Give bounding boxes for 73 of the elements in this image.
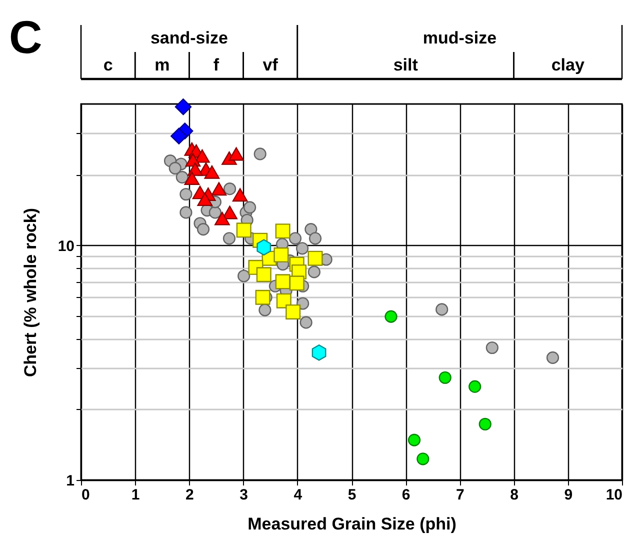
point bbox=[308, 250, 323, 266]
point bbox=[308, 266, 320, 278]
text: clay bbox=[551, 56, 585, 74]
x-tick-label: 5 bbox=[348, 486, 356, 504]
point bbox=[256, 239, 272, 256]
point bbox=[296, 297, 310, 310]
point bbox=[228, 147, 244, 161]
point bbox=[300, 316, 312, 329]
x-tick-label: 6 bbox=[402, 486, 410, 504]
text: sand-size bbox=[150, 28, 228, 48]
point bbox=[232, 188, 248, 202]
y-axis-title: Chert (% whole rock) bbox=[20, 208, 40, 378]
point bbox=[275, 224, 290, 239]
point bbox=[286, 304, 301, 320]
chart-title: C bbox=[9, 11, 42, 63]
point bbox=[243, 201, 256, 214]
point bbox=[168, 162, 182, 175]
x-tick-label: 0 bbox=[82, 486, 90, 504]
point bbox=[275, 274, 290, 290]
point bbox=[194, 149, 210, 163]
point bbox=[312, 344, 326, 361]
point bbox=[478, 418, 492, 430]
point bbox=[254, 148, 266, 160]
point bbox=[180, 188, 192, 201]
text: mud-size bbox=[422, 28, 497, 48]
point bbox=[256, 267, 272, 282]
x-tick-label: 3 bbox=[240, 486, 248, 504]
point bbox=[438, 371, 452, 384]
x-tick-label: 2 bbox=[186, 486, 194, 504]
point bbox=[204, 165, 220, 179]
point bbox=[276, 293, 292, 308]
point bbox=[238, 270, 250, 282]
point bbox=[176, 170, 188, 184]
point bbox=[308, 232, 322, 245]
point bbox=[255, 290, 270, 305]
point bbox=[174, 98, 192, 116]
point bbox=[184, 172, 200, 186]
point bbox=[486, 341, 498, 354]
point bbox=[197, 192, 213, 206]
x-tick-label: 8 bbox=[510, 486, 518, 504]
point bbox=[170, 128, 188, 144]
text: silt bbox=[393, 56, 418, 74]
point bbox=[288, 232, 302, 245]
x-tick-label: 4 bbox=[294, 486, 303, 504]
text: m bbox=[154, 56, 170, 74]
point bbox=[546, 351, 560, 364]
point bbox=[416, 452, 430, 466]
point bbox=[289, 276, 304, 291]
point bbox=[223, 182, 236, 196]
x-tick-label: 1 bbox=[131, 486, 140, 504]
x-tick-label: 10 bbox=[606, 486, 622, 504]
point bbox=[408, 434, 421, 446]
point bbox=[468, 380, 482, 393]
point bbox=[296, 242, 309, 255]
point bbox=[384, 310, 398, 323]
point bbox=[258, 304, 272, 316]
x-axis-title: Measured Grain Size (phi) bbox=[248, 514, 456, 534]
point bbox=[436, 303, 448, 316]
text: c bbox=[103, 56, 113, 74]
point bbox=[211, 182, 227, 196]
point bbox=[274, 247, 289, 262]
point bbox=[222, 206, 238, 220]
point bbox=[196, 223, 210, 236]
text: f bbox=[213, 56, 220, 74]
text: vf bbox=[262, 56, 278, 74]
point bbox=[236, 222, 252, 238]
x-tick-label: 7 bbox=[456, 486, 464, 504]
point bbox=[208, 206, 222, 219]
point bbox=[214, 212, 230, 226]
point bbox=[304, 223, 318, 236]
x-tick-label: 9 bbox=[564, 486, 573, 504]
point bbox=[222, 232, 236, 245]
point bbox=[180, 206, 192, 219]
